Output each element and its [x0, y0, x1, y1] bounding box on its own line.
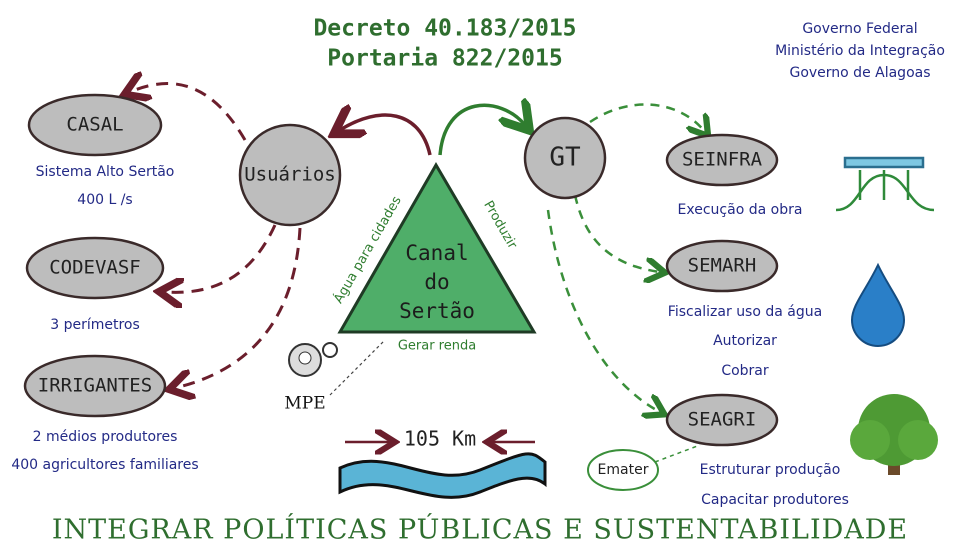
river [340, 454, 545, 498]
agency-label: CODEVASF [49, 257, 141, 279]
footer: INTEGRAR POLÍTICAS PÚBLICAS E SUSTENTABI… [52, 512, 908, 546]
side-label: Produzir [480, 198, 520, 252]
agency-note: Execução da obra [678, 202, 803, 218]
agency-note: 2 médios produtores [33, 429, 178, 445]
hub-label: GT [549, 143, 581, 173]
agency-note: 400 L /s [77, 192, 132, 208]
agency-note: 400 agricultores familiares [11, 457, 198, 473]
connector [655, 445, 700, 462]
canal-text: do [424, 270, 449, 294]
page: Canal do Sertão html, body { margin: 0; … [0, 0, 959, 549]
ordinance: Portaria 822/2015 [327, 46, 562, 72]
agency-label: CASAL [66, 114, 123, 136]
arrow [575, 195, 660, 272]
agency-label: SEMARH [688, 255, 757, 277]
mpe-icon [323, 343, 337, 357]
hub-label: Usuários [244, 164, 336, 186]
agency-label: SEINFRA [682, 149, 763, 171]
decree: Decreto 40.183/2015 [313, 16, 576, 42]
agency-label: SEAGRI [688, 409, 757, 431]
arrow [165, 225, 275, 292]
canal-text: Canal [405, 241, 468, 265]
drop-icon [852, 265, 904, 346]
agency-note: Fiscalizar uso da água [668, 304, 822, 320]
side-label: Gerar renda [398, 339, 476, 354]
agency-note: Capacitar produtores [701, 492, 849, 508]
gov-line: Governo de Alagoas [789, 65, 930, 81]
emater-label: Emater [598, 462, 649, 478]
arrow [175, 228, 300, 388]
arrow [548, 210, 660, 412]
mpe-icon [299, 352, 311, 364]
bridge-icon [836, 158, 934, 210]
gov-line: Ministério da Integração [775, 43, 945, 59]
connector [330, 340, 385, 395]
agency-label: IRRIGANTES [38, 375, 152, 397]
mpe-label: MPE [284, 394, 325, 414]
agency-note: 3 perímetros [50, 317, 140, 333]
gov-line: Governo Federal [802, 21, 917, 37]
agency-note: Cobrar [721, 363, 769, 379]
length-label: 105 Km [404, 427, 476, 451]
tree-icon [850, 394, 938, 475]
arrow [340, 115, 430, 155]
agency-note: Sistema Alto Sertão [36, 164, 175, 180]
arrow [590, 105, 705, 132]
agency-note: Estruturar produção [700, 462, 841, 478]
canal-text: Sertão [399, 299, 475, 323]
arrow [440, 105, 525, 155]
diagram: Decreto 40.183/2015 Portaria 822/2015 Go… [0, 0, 959, 549]
body: {"header": {"lines": ["Decreto 40.183/20… [0, 0, 959, 549]
agency-note: Autorizar [713, 333, 777, 349]
